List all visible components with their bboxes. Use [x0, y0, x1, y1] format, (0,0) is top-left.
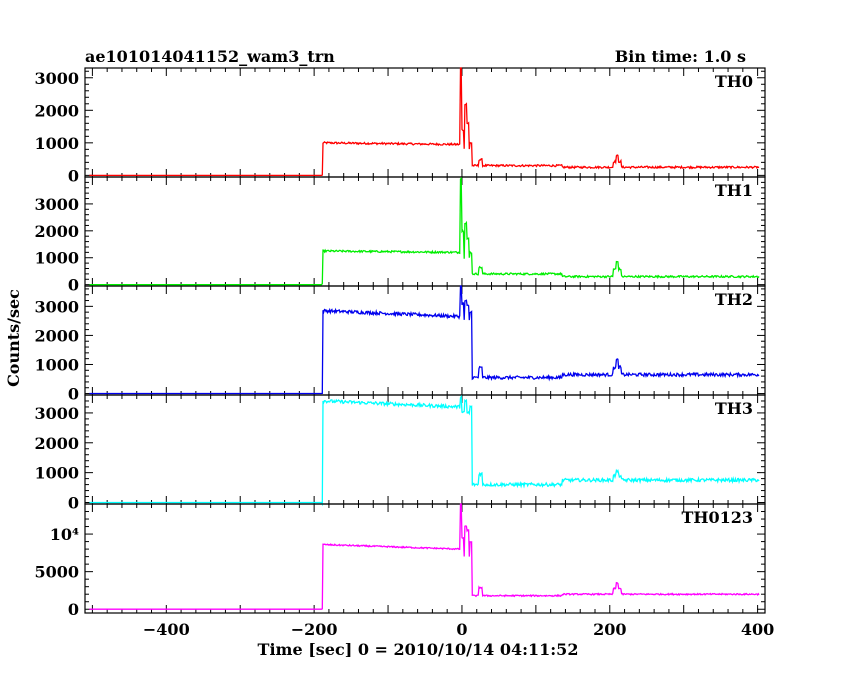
x-tick-label: −200 — [291, 620, 338, 639]
y-tick-label: 3000 — [34, 297, 79, 316]
panel-frame — [84, 67, 766, 178]
panel-frame — [84, 285, 766, 396]
y-tick-label: 1000 — [34, 134, 79, 153]
panel-th1: 0 1000 2000 3000 TH1 — [34, 176, 766, 295]
panel-name-label: TH0 — [715, 72, 753, 91]
panel-frame — [84, 394, 766, 505]
y-tick-label: 2000 — [34, 434, 79, 453]
series-line-th3 — [89, 394, 760, 507]
y-tick-label: 0 — [68, 385, 79, 404]
series-line-th2 — [89, 285, 760, 395]
series-line-th0123 — [89, 503, 760, 610]
panel-frame — [84, 503, 766, 614]
y-tick-label: 0 — [68, 600, 79, 619]
panel-th0: 0 1000 2000 3000 TH0 — [34, 67, 766, 185]
y-tick-label: 3000 — [34, 404, 79, 423]
panel-name-label: TH3 — [715, 399, 753, 418]
x-tick-label: 0 — [456, 620, 467, 639]
y-tick-label: 1000 — [34, 464, 79, 483]
y-tick-label: 1000 — [34, 355, 79, 374]
panel-name-label: TH1 — [715, 181, 753, 200]
chart-title-source: ae101014041152_wam3_trn — [85, 47, 335, 66]
y-axis-label: Counts/sec — [4, 289, 23, 387]
x-tick-label: 200 — [593, 620, 626, 639]
y-tick-label: 2000 — [34, 222, 79, 241]
series-line-th0 — [89, 67, 760, 177]
y-tick-label: 0 — [68, 494, 79, 513]
x-axis-label: Time [sec] 0 = 2010/10/14 04:11:52 — [258, 640, 579, 659]
panel-name-label: TH0123 — [681, 508, 753, 527]
chart-title-bin-time: Bin time: 1.0 s — [615, 47, 746, 66]
panel-name-label: TH2 — [715, 290, 753, 309]
y-tick-label: 10⁴ — [50, 525, 79, 544]
x-tick-label: 400 — [741, 620, 774, 639]
panel-th2: 0 1000 2000 3000 TH2 — [34, 285, 766, 404]
y-tick-label: 2000 — [34, 101, 79, 120]
series-line-th1 — [89, 176, 760, 286]
x-tick-label: −400 — [143, 620, 190, 639]
y-tick-label: 0 — [68, 276, 79, 295]
panel-th3: 0 1000 2000 3000 TH3 — [34, 394, 766, 513]
y-tick-label: 2000 — [34, 326, 79, 345]
panel-frame — [84, 176, 766, 287]
y-tick-label: 5000 — [34, 563, 79, 582]
y-tick-label: 3000 — [34, 69, 79, 88]
y-tick-label: 1000 — [34, 249, 79, 268]
y-tick-label: 0 — [68, 166, 79, 185]
y-tick-label: 3000 — [34, 195, 79, 214]
panel-th0123: 0 5000 10⁴ TH0123 — [34, 503, 766, 619]
